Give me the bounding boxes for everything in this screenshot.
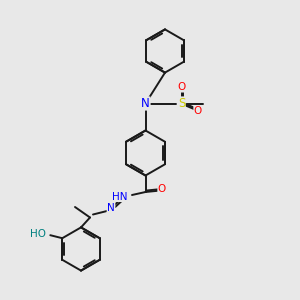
Text: HO: HO [30,229,46,239]
Text: N: N [107,203,115,214]
Text: O: O [194,106,202,116]
Text: O: O [158,184,166,194]
Text: N: N [141,97,150,110]
Text: HN: HN [112,191,128,202]
Text: S: S [178,97,185,110]
Text: O: O [177,82,186,92]
